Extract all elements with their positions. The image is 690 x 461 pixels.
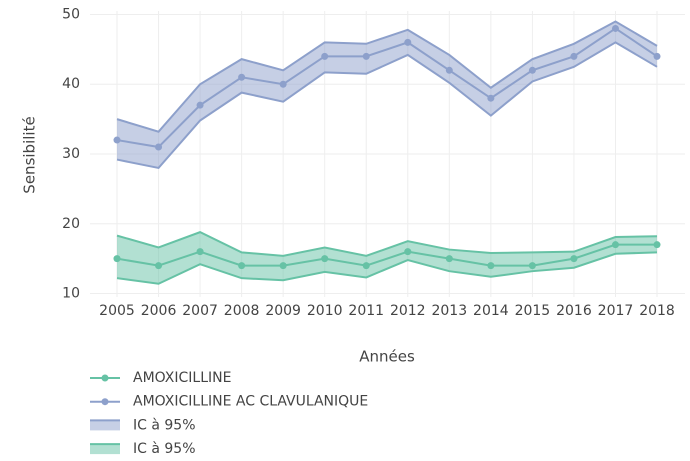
point bbox=[487, 94, 495, 102]
point bbox=[653, 52, 661, 60]
x-axis-title: Années bbox=[359, 348, 415, 366]
y-tick-label: 10 bbox=[62, 286, 80, 302]
point bbox=[445, 255, 453, 263]
x-tick-label: 2012 bbox=[390, 303, 426, 319]
point bbox=[321, 52, 329, 60]
x-tick-label: 2013 bbox=[431, 303, 467, 319]
y-axis-title: Sensibilité bbox=[21, 116, 39, 193]
point bbox=[445, 66, 453, 74]
band-lower bbox=[116, 251, 658, 285]
point bbox=[113, 255, 121, 263]
point bbox=[196, 101, 204, 109]
legend-label: IC à 95% bbox=[133, 417, 196, 433]
point bbox=[362, 262, 370, 270]
legend-marker bbox=[101, 398, 109, 406]
band-lower bbox=[116, 41, 658, 170]
point bbox=[279, 80, 287, 88]
x-tick-label: 2008 bbox=[224, 303, 260, 319]
y-tick-label: 30 bbox=[62, 146, 80, 162]
point bbox=[238, 73, 246, 81]
point bbox=[528, 262, 536, 270]
series-line bbox=[116, 243, 658, 267]
y-tick-label: 40 bbox=[62, 76, 80, 92]
point bbox=[362, 52, 370, 60]
y-tick-label: 20 bbox=[62, 216, 80, 232]
point bbox=[570, 255, 578, 263]
x-tick-label: 2006 bbox=[141, 303, 177, 319]
x-tick-label: 2015 bbox=[515, 303, 551, 319]
legend-band bbox=[90, 444, 120, 455]
legend-band bbox=[90, 420, 120, 431]
legend-label: AMOXICILLINE AC CLAVULANIQUE bbox=[133, 394, 368, 410]
legend-marker bbox=[101, 374, 109, 382]
band-upper bbox=[116, 231, 658, 257]
point bbox=[611, 241, 619, 249]
series-line bbox=[116, 27, 658, 149]
point bbox=[404, 248, 412, 256]
y-tick-label: 50 bbox=[62, 6, 80, 22]
point bbox=[611, 24, 619, 32]
point bbox=[279, 262, 287, 270]
point bbox=[321, 255, 329, 263]
legend-label: AMOXICILLINE bbox=[133, 370, 231, 386]
point bbox=[528, 66, 536, 74]
x-tick-label: 2005 bbox=[99, 303, 135, 319]
band-upper bbox=[116, 20, 658, 133]
point bbox=[113, 136, 121, 144]
x-tick-label: 2011 bbox=[348, 303, 384, 319]
legend-label: IC à 95% bbox=[133, 441, 196, 457]
point bbox=[155, 143, 163, 151]
point bbox=[570, 52, 578, 60]
point bbox=[653, 241, 661, 249]
point bbox=[238, 262, 246, 270]
x-tick-label: 2016 bbox=[556, 303, 592, 319]
x-tick-label: 2017 bbox=[598, 303, 634, 319]
x-tick-label: 2010 bbox=[307, 303, 343, 319]
point bbox=[155, 262, 163, 270]
x-tick-label: 2014 bbox=[473, 303, 509, 319]
x-tick-label: 2018 bbox=[639, 303, 675, 319]
point bbox=[196, 248, 204, 256]
point bbox=[404, 38, 412, 46]
x-tick-label: 2009 bbox=[265, 303, 301, 319]
x-tick-label: 2007 bbox=[182, 303, 218, 319]
point bbox=[487, 262, 495, 270]
